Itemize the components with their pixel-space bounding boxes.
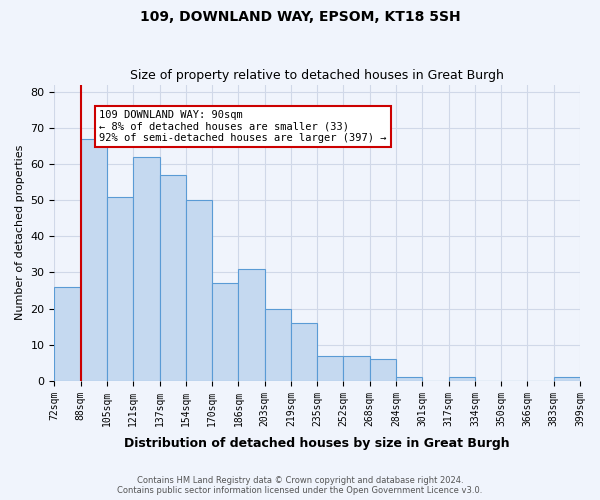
Bar: [343, 356, 370, 381]
Bar: [291, 323, 317, 381]
Bar: [449, 378, 475, 381]
Bar: [317, 356, 343, 381]
Bar: [160, 175, 186, 381]
Bar: [107, 196, 133, 381]
Bar: [370, 359, 396, 381]
Bar: [212, 284, 238, 381]
Bar: [238, 269, 265, 381]
Bar: [55, 287, 80, 381]
Bar: [554, 378, 580, 381]
Text: 109 DOWNLAND WAY: 90sqm
← 8% of detached houses are smaller (33)
92% of semi-det: 109 DOWNLAND WAY: 90sqm ← 8% of detached…: [99, 110, 386, 143]
Bar: [396, 378, 422, 381]
Bar: [186, 200, 212, 381]
Bar: [133, 157, 160, 381]
Title: Size of property relative to detached houses in Great Burgh: Size of property relative to detached ho…: [130, 69, 504, 82]
Y-axis label: Number of detached properties: Number of detached properties: [15, 145, 25, 320]
Text: 109, DOWNLAND WAY, EPSOM, KT18 5SH: 109, DOWNLAND WAY, EPSOM, KT18 5SH: [140, 10, 460, 24]
Bar: [265, 308, 291, 381]
X-axis label: Distribution of detached houses by size in Great Burgh: Distribution of detached houses by size …: [124, 437, 510, 450]
Bar: [80, 139, 107, 381]
Text: Contains HM Land Registry data © Crown copyright and database right 2024.
Contai: Contains HM Land Registry data © Crown c…: [118, 476, 482, 495]
